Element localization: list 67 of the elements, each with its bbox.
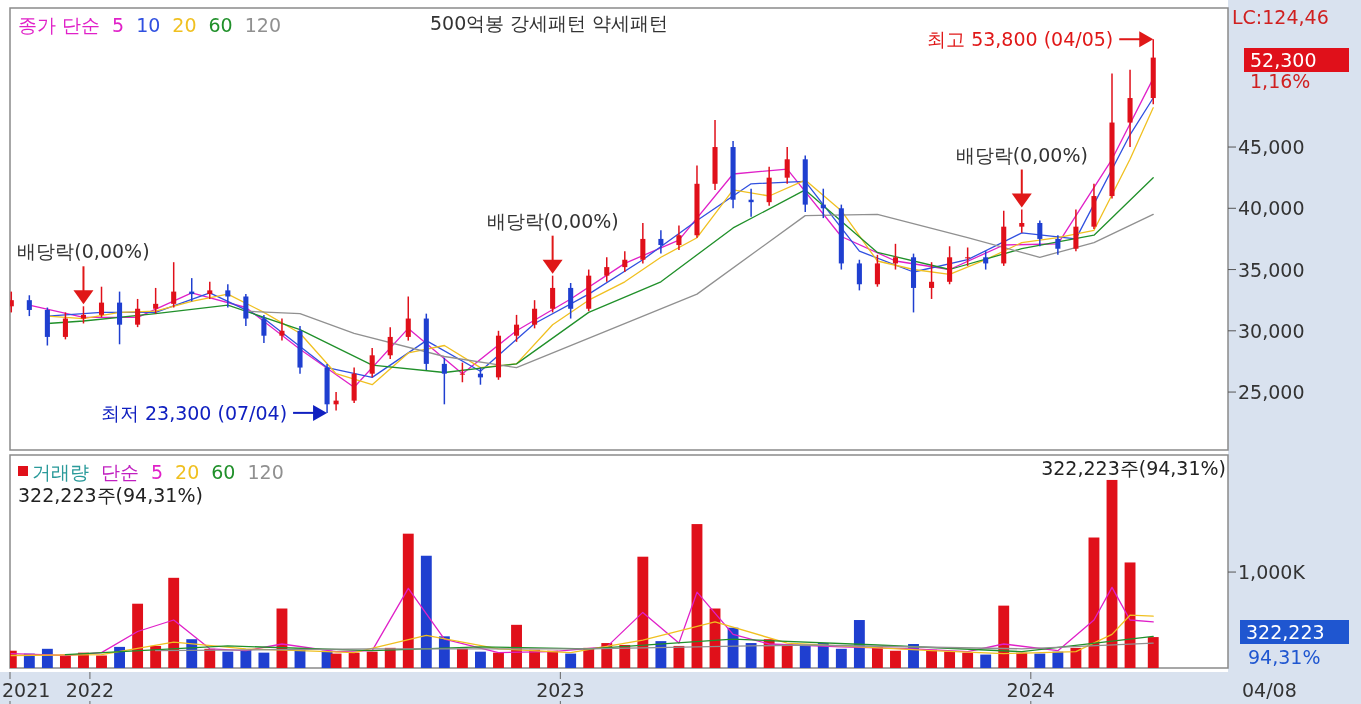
x-tick-label: 2022 [65,679,115,701]
annotation: 500억봉 강세패턴 약세패턴 [430,12,669,34]
candlestick [26,294,32,317]
candlestick [1037,219,1043,248]
text: 1,16% [1250,70,1311,92]
candlestick [622,250,628,273]
candlestick [856,259,862,292]
candlestick [171,261,177,309]
annotation: 최저 23,300 (07/04) [100,401,288,424]
candlestick [658,229,664,255]
text: 04/08 [1242,679,1297,701]
candlestick [135,298,141,328]
legend-title: 단순 [101,461,139,483]
y-tick-label: 40,000 [1238,197,1305,220]
annotation: 배당락(0,00%) [955,143,1088,166]
candlestick [369,347,375,379]
candlestick [98,285,105,319]
candlestick [243,293,249,327]
candlestick [640,222,646,265]
y-tick-label: 35,000 [1238,258,1305,281]
candlestick [676,224,682,251]
x-tick-label: 2024 [1006,679,1055,701]
x-tick-label: 2023 [536,679,585,701]
candlestick [550,274,556,314]
y-tick-label: 25,000 [1238,381,1305,404]
candlestick [604,256,610,283]
candlestick [1073,208,1079,252]
candlestick [929,261,935,300]
candlestick [279,317,285,342]
text: 52,300 [1250,49,1317,71]
candlestick [874,254,880,288]
legend-label: 거래량 [32,461,89,483]
candlestick [514,314,520,343]
candlestick [965,246,971,267]
candlestick [117,290,123,346]
candlestick [459,361,465,383]
legend: 종가 단순 5 10 20 60 120 [18,14,281,36]
text: LC:124,46 [1232,6,1329,28]
y-tick-label: 30,000 [1238,319,1305,342]
candlestick [387,326,393,360]
annotation: 최고 53,800 (04/05) [927,28,1114,51]
candlestick [207,281,213,300]
annotation: 배당락(0,00%) [486,209,619,232]
candlestick [1055,234,1061,256]
text: 322,223 [1246,621,1325,643]
text: 94,31% [1248,646,1321,668]
candlestick [153,287,159,315]
candlestick [892,243,898,271]
annotation: 322,223주(94,31%) [1041,457,1226,479]
candlestick [62,311,68,341]
candlestick [261,314,267,344]
y-tick-label: 1,000K [1238,561,1306,584]
legend: 거래량 단순 5 20 60 120 [18,461,284,483]
candlestick [568,282,574,320]
candlestick [532,299,538,330]
candlestick [10,290,14,314]
candlestick [225,283,231,309]
annotation: 322,223주(94,31%) [18,484,203,506]
line-series [245,213,1154,369]
candlestick [784,146,790,185]
candlestick [441,357,447,406]
x-tick-label: 2021 [2,679,51,701]
annotation: 배당락(0,00%) [17,240,150,263]
candlestick [983,250,989,271]
candlestick [1019,208,1025,234]
y-tick-label: 45,000 [1238,136,1305,159]
candlestick [405,295,411,342]
